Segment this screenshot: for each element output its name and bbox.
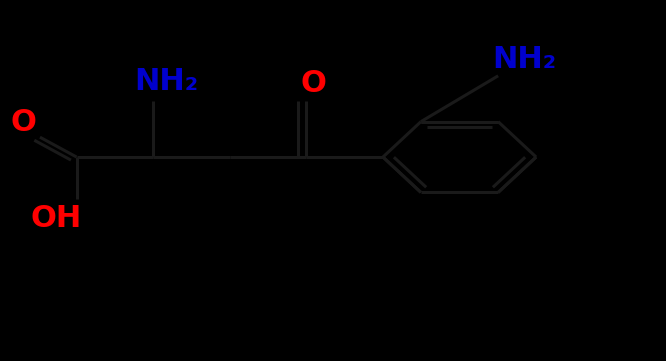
Text: NH₂: NH₂ xyxy=(493,45,557,74)
Text: O: O xyxy=(300,69,326,98)
Text: OH: OH xyxy=(31,204,82,233)
Text: O: O xyxy=(11,108,36,137)
Text: NH₂: NH₂ xyxy=(135,67,198,96)
